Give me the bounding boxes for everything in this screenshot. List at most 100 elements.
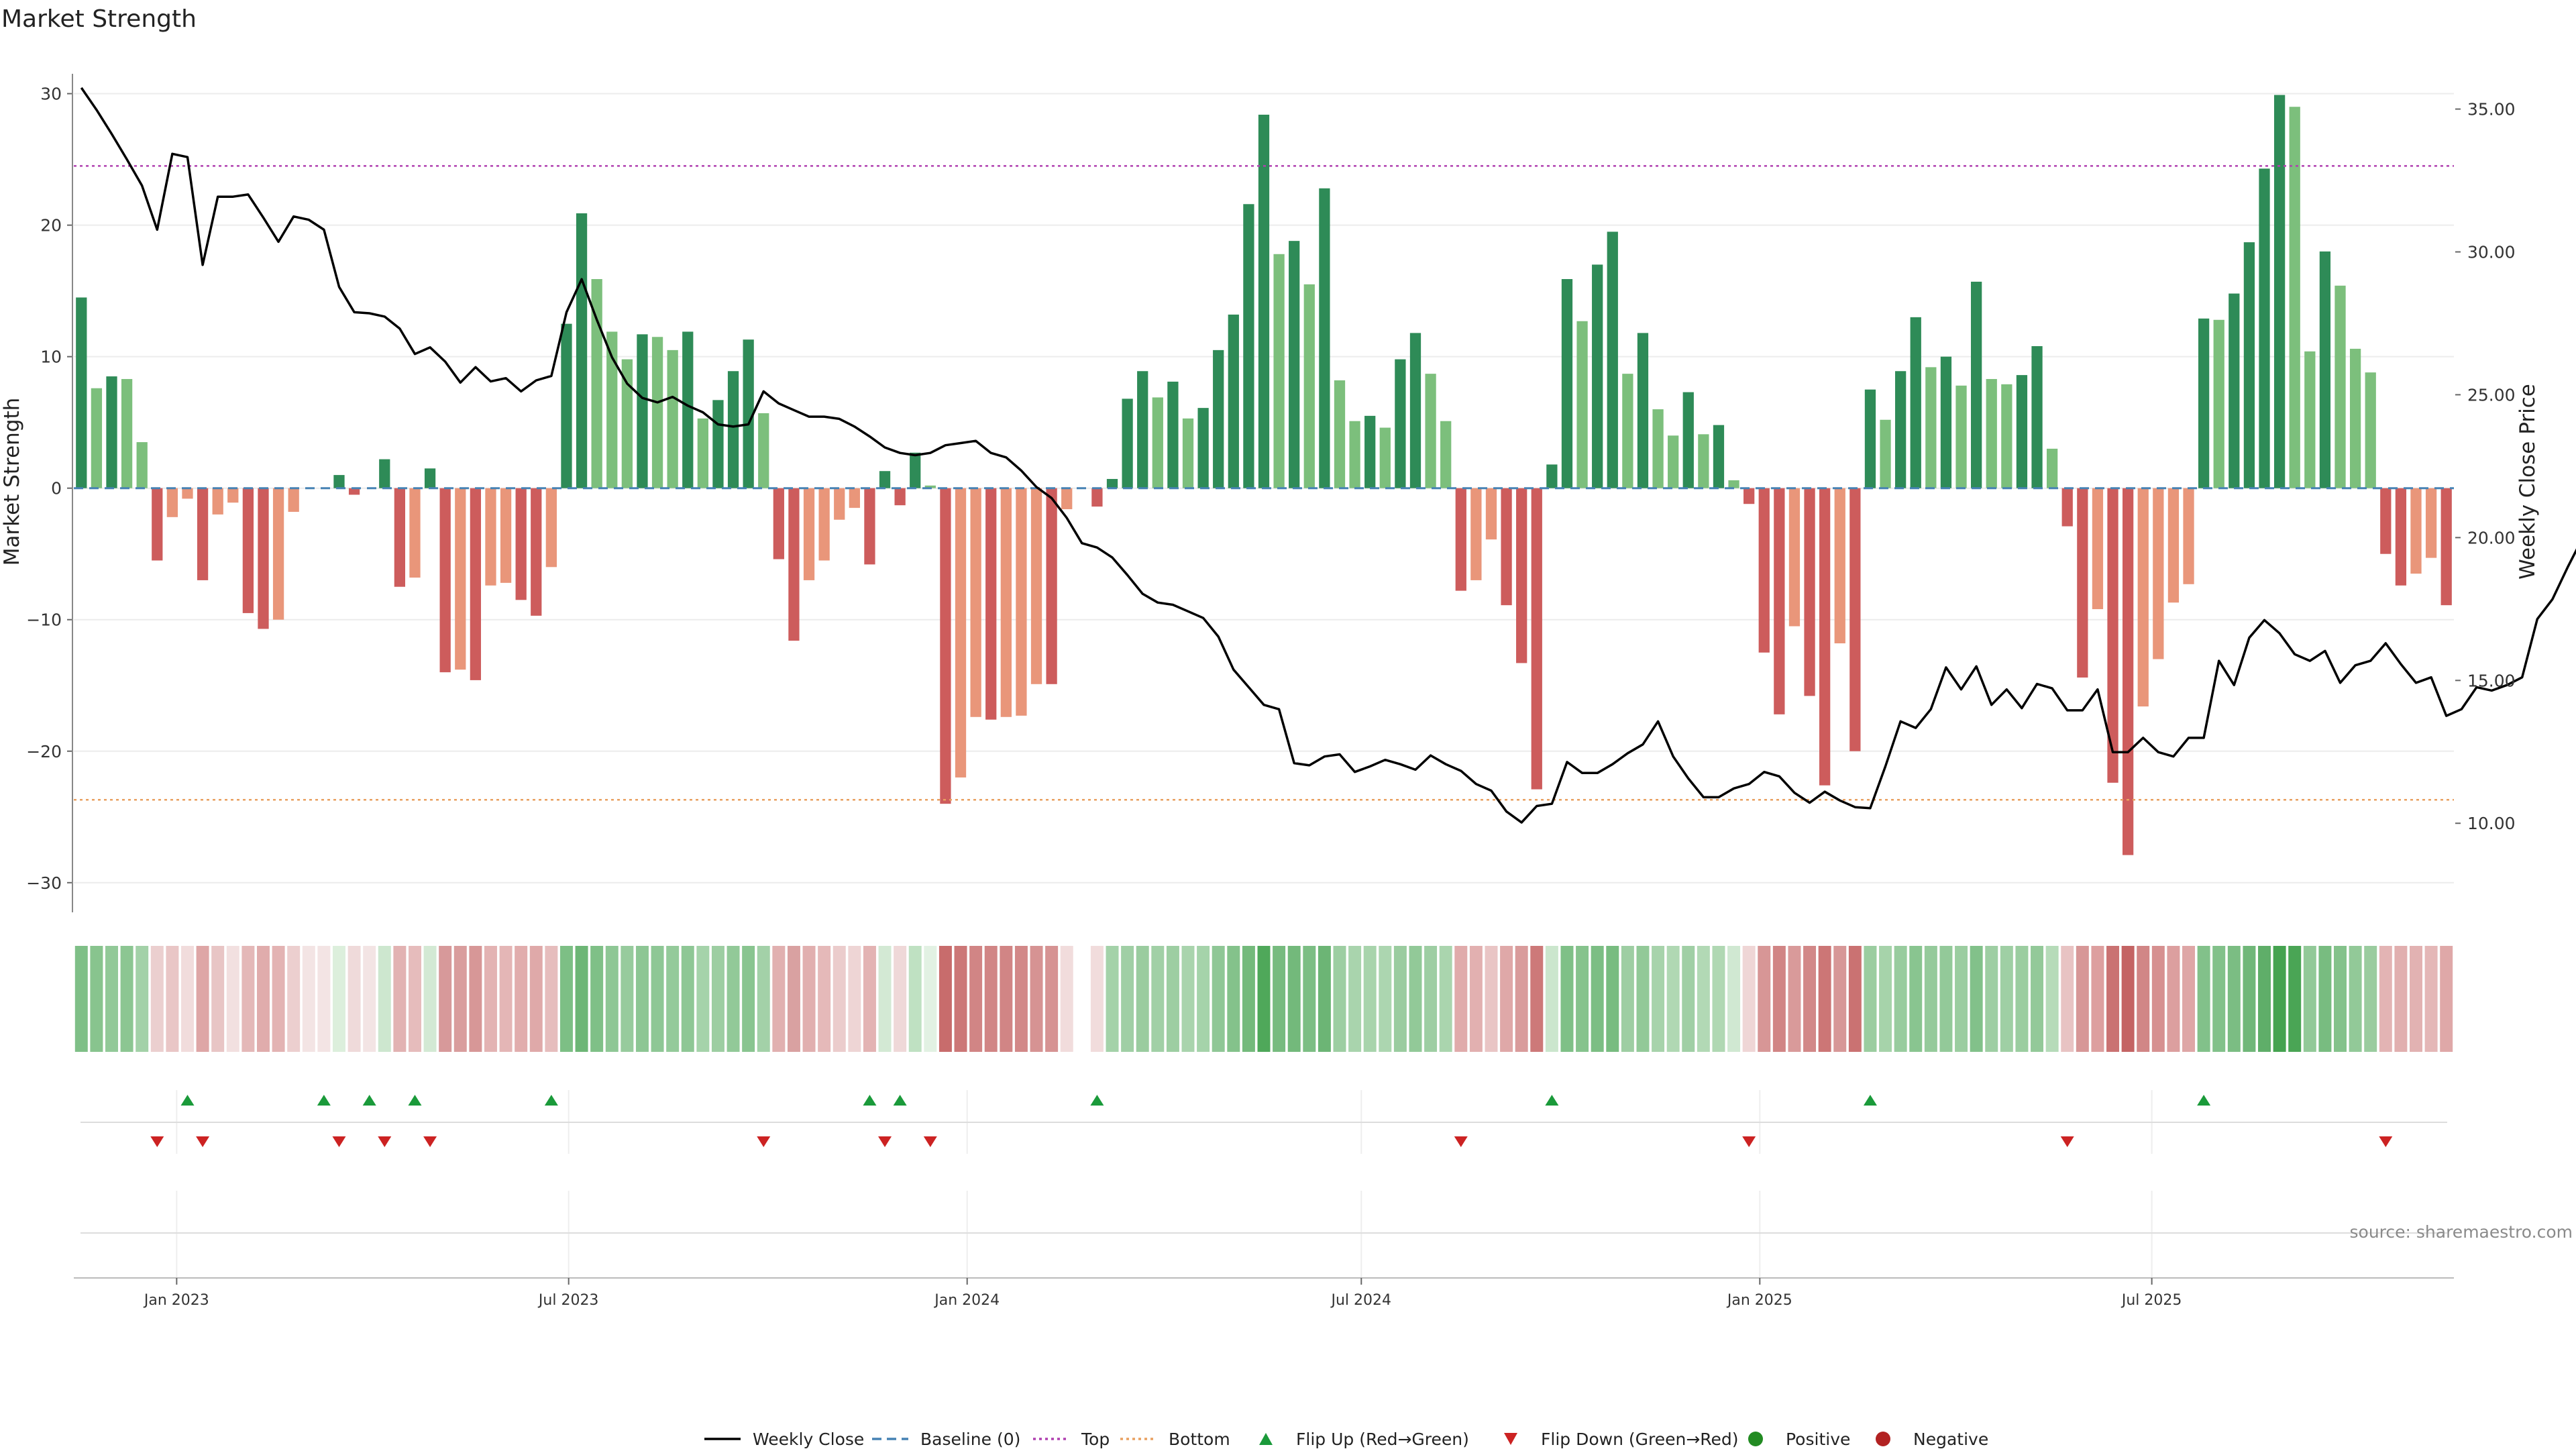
flip-up-marker bbox=[2197, 1095, 2211, 1106]
strength-bar bbox=[1349, 421, 1360, 488]
strength-bar bbox=[1834, 488, 1845, 644]
strength-bar bbox=[424, 468, 436, 488]
heat-cell bbox=[1818, 946, 1831, 1052]
strength-bar bbox=[2001, 384, 2012, 488]
strength-bar bbox=[394, 488, 406, 587]
y2-axis-ticks: 35.00 30.00 25.00 20.00 15.00 10.00 bbox=[2455, 100, 2516, 833]
strength-bar bbox=[1030, 488, 1042, 684]
strength-bar bbox=[1485, 488, 1497, 540]
heat-cell bbox=[1985, 946, 1998, 1052]
strength-bar bbox=[788, 488, 800, 641]
strength-bar bbox=[1470, 488, 1482, 580]
heat-cell bbox=[1712, 946, 1725, 1052]
strength-bar bbox=[1880, 419, 1891, 488]
strength-bar bbox=[2122, 488, 2134, 855]
flip-up-marker bbox=[893, 1095, 907, 1106]
heat-cell bbox=[1924, 946, 1937, 1052]
heat-cell bbox=[332, 946, 345, 1052]
heat-cell bbox=[1621, 946, 1634, 1052]
strength-bar bbox=[1925, 367, 1937, 488]
heat-cell bbox=[317, 946, 331, 1052]
strength-bar bbox=[1228, 314, 1239, 488]
flip-up-marker bbox=[362, 1095, 376, 1106]
y2-tick-label: 35.00 bbox=[2467, 100, 2516, 119]
legend-label: Flip Down (Green→Red) bbox=[1541, 1430, 1739, 1449]
heat-cell bbox=[1090, 946, 1104, 1052]
heat-cell bbox=[635, 946, 649, 1052]
strength-bar bbox=[515, 488, 527, 600]
strength-bar bbox=[212, 488, 223, 515]
strength-bar bbox=[910, 452, 921, 488]
heat-cell bbox=[1772, 946, 1786, 1052]
heat-cell bbox=[924, 946, 937, 1052]
legend-label: Negative bbox=[1913, 1430, 1988, 1449]
y-tick-label: −10 bbox=[26, 610, 62, 630]
strength-bar bbox=[712, 400, 724, 488]
legend-label: Positive bbox=[1786, 1430, 1850, 1449]
flip-down-marker bbox=[332, 1136, 346, 1147]
heat-cell bbox=[590, 946, 604, 1052]
strength-bar bbox=[439, 488, 451, 673]
strength-bar bbox=[166, 488, 178, 517]
heat-cell bbox=[1469, 946, 1483, 1052]
heat-cell bbox=[757, 946, 770, 1052]
flip-up-marker bbox=[1545, 1095, 1559, 1106]
strength-bar bbox=[1743, 488, 1755, 504]
strength-bar bbox=[409, 488, 421, 578]
strength-bar bbox=[940, 488, 951, 804]
strength-bar bbox=[1849, 488, 1861, 751]
strength-bar bbox=[1197, 408, 1209, 488]
y2-tick-label: 25.00 bbox=[2467, 385, 2516, 405]
heat-cell bbox=[529, 946, 543, 1052]
x-tick-label: Jan 2025 bbox=[1726, 1292, 1792, 1309]
strength-bar bbox=[924, 485, 936, 488]
x-axis-ticks: Jan 2023 Jul 2023 Jan 2024 Jul 2024 Jan 2025… bbox=[143, 1278, 2182, 1309]
strength-bar bbox=[1652, 409, 1664, 488]
strength-bar bbox=[2046, 448, 2058, 488]
heat-cell bbox=[1879, 946, 1892, 1052]
flip-down-marker bbox=[423, 1136, 437, 1147]
heat-cell bbox=[2243, 946, 2256, 1052]
heat-cell bbox=[908, 946, 922, 1052]
flip-down-marker bbox=[1742, 1136, 1756, 1147]
heat-cell bbox=[1303, 946, 1316, 1052]
heat-cell bbox=[105, 946, 118, 1052]
strength-bar bbox=[803, 488, 815, 580]
strength-bar bbox=[1319, 188, 1330, 488]
y-tick-label: 0 bbox=[51, 479, 62, 498]
heat-cell bbox=[1848, 946, 1862, 1052]
strength-bar bbox=[743, 339, 754, 488]
reference-lines bbox=[74, 165, 2454, 801]
strength-bar bbox=[606, 331, 618, 488]
legend-dot bbox=[1748, 1432, 1763, 1446]
heat-cell bbox=[453, 946, 467, 1052]
heat-cell bbox=[1393, 946, 1407, 1052]
heat-cell bbox=[484, 946, 497, 1052]
heat-cell bbox=[2197, 946, 2210, 1052]
strength-bar bbox=[576, 213, 588, 488]
legend-triangle-up bbox=[1259, 1433, 1273, 1445]
strength-bar bbox=[667, 350, 678, 488]
strength-bar bbox=[1864, 389, 1876, 488]
heat-cell bbox=[833, 946, 846, 1052]
strength-bar bbox=[1713, 425, 1725, 488]
strength-bar bbox=[1440, 421, 1452, 488]
heat-cell bbox=[2303, 946, 2316, 1052]
strength-bar bbox=[1607, 231, 1618, 488]
strength-bar bbox=[1046, 488, 1057, 684]
strength-bar bbox=[1986, 378, 1997, 488]
heat-cell bbox=[1682, 946, 1695, 1052]
legend-swatch-dot bbox=[1748, 1432, 1763, 1446]
strength-bar bbox=[1303, 284, 1315, 488]
y-axis-label: Market Strength bbox=[0, 398, 24, 566]
heat-cell bbox=[1106, 946, 1119, 1052]
flip-up-marker bbox=[1863, 1095, 1877, 1106]
strength-bar bbox=[1955, 385, 1967, 488]
strength-bar bbox=[91, 388, 103, 488]
strength-bar bbox=[2349, 348, 2361, 488]
x-tick-label: Jul 2025 bbox=[2121, 1292, 2182, 1309]
strength-bar bbox=[2425, 488, 2437, 558]
y-tick-label: −20 bbox=[26, 742, 62, 761]
flip-up-marker bbox=[408, 1095, 422, 1106]
strength-bar bbox=[2167, 488, 2180, 603]
